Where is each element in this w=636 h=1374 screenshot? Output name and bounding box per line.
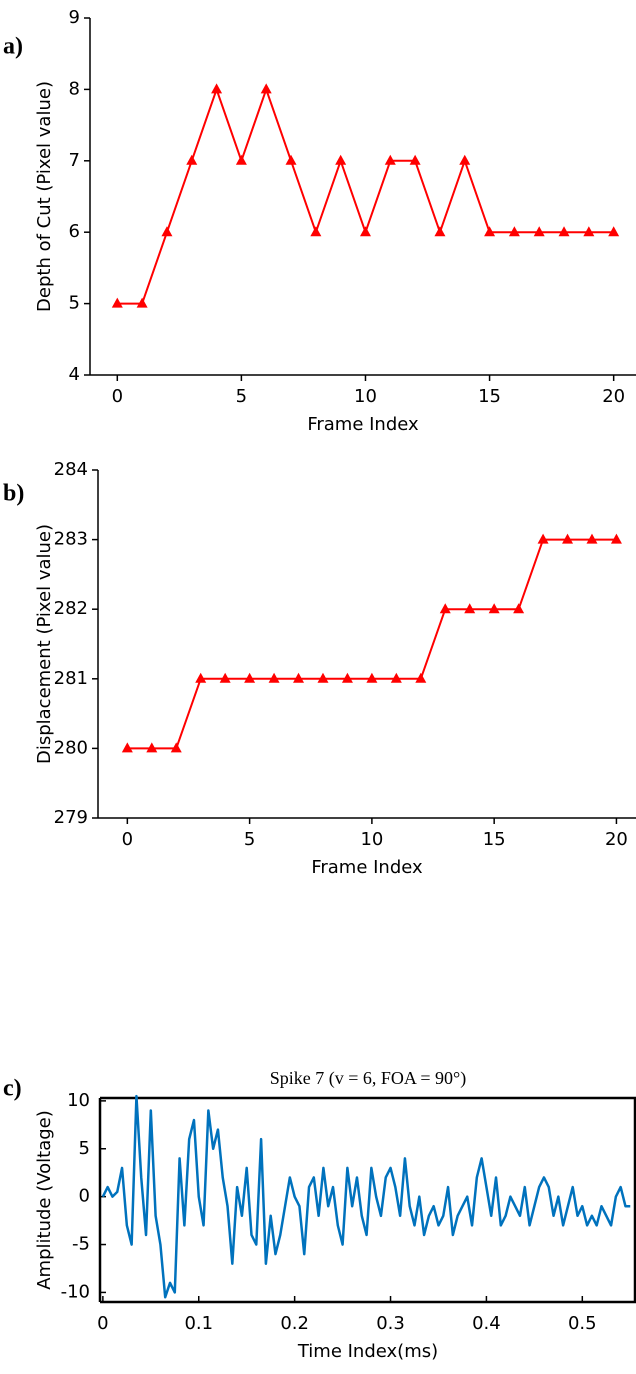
x-tick-label: 0 [97, 1313, 108, 1334]
data-point [459, 154, 471, 165]
data-line [101, 1094, 631, 1299]
y-tick-label: -5 [72, 1234, 90, 1255]
y-tick-label: 0 [79, 1186, 90, 1207]
data-point [434, 226, 446, 237]
y-tick-label: 6 [69, 221, 80, 242]
data-point [533, 226, 545, 237]
data-point [562, 533, 574, 544]
x-axis-label: Time Index(ms) [297, 1341, 438, 1362]
y-tick-label: 5 [69, 293, 80, 314]
data-point [335, 154, 347, 165]
data-line [127, 538, 617, 750]
data-point [513, 603, 525, 614]
data-point [121, 742, 133, 753]
data-point [390, 672, 402, 683]
data-point [136, 297, 148, 308]
y-tick-label: 282 [54, 598, 88, 619]
data-point [195, 672, 207, 683]
y-axis-label: Amplitude (Voltage) [34, 1110, 55, 1290]
x-tick-label: 20 [605, 829, 628, 850]
x-tick-label: 5 [244, 829, 255, 850]
data-point [244, 672, 256, 683]
data-point [310, 226, 322, 237]
y-tick-label: 4 [69, 364, 80, 385]
data-point [260, 83, 272, 94]
y-tick-label: 281 [54, 668, 88, 689]
y-tick-label: 284 [54, 459, 88, 480]
data-point [293, 672, 305, 683]
y-tick-label: 5 [79, 1138, 90, 1159]
chart-title: Spike 7 (v = 6, FOA = 90°) [270, 1068, 467, 1089]
y-tick-label: 8 [69, 78, 80, 99]
data-point [464, 603, 476, 614]
data-point [484, 226, 496, 237]
panel-label: b) [3, 481, 24, 507]
data-point [610, 533, 622, 544]
y-tick-label: 7 [69, 150, 80, 171]
y-tick-label: 279 [54, 807, 88, 828]
x-tick-label: 0 [112, 386, 123, 407]
x-tick-label: 10 [354, 386, 377, 407]
x-tick-label: 5 [236, 386, 247, 407]
data-point [146, 742, 158, 753]
data-point [439, 603, 451, 614]
data-point [537, 533, 549, 544]
data-point [161, 226, 173, 237]
data-point [359, 226, 371, 237]
data-point [285, 154, 297, 165]
x-tick-label: 0.1 [184, 1313, 213, 1334]
panel-label: c) [3, 1076, 22, 1102]
x-tick-label: 15 [483, 829, 506, 850]
y-tick-label: 9 [69, 7, 80, 28]
y-tick-label: -10 [61, 1281, 90, 1302]
data-point [317, 672, 329, 683]
y-tick-label: 280 [54, 737, 88, 758]
data-point [211, 83, 223, 94]
data-point [488, 603, 500, 614]
y-axis-label: Displacement (Pixel value) [34, 524, 55, 764]
panel-label: a) [3, 34, 23, 60]
data-point [384, 154, 396, 165]
data-point [415, 672, 427, 683]
data-point [170, 742, 182, 753]
x-tick-label: 0.3 [376, 1313, 405, 1334]
data-point [268, 672, 280, 683]
data-point [111, 297, 123, 308]
data-point [186, 154, 198, 165]
data-point [583, 226, 595, 237]
y-tick-label: 283 [54, 529, 88, 550]
data-point [235, 154, 247, 165]
data-point [586, 533, 598, 544]
y-tick-label: 10 [67, 1090, 90, 1111]
x-tick-label: 10 [360, 829, 383, 850]
x-tick-label: 15 [478, 386, 501, 407]
data-point [508, 226, 520, 237]
data-point [608, 226, 620, 237]
data-point [409, 154, 421, 165]
data-point [558, 226, 570, 237]
y-axis-label: Depth of Cut (Pixel value) [34, 81, 55, 312]
x-tick-label: 20 [602, 386, 625, 407]
data-point [219, 672, 231, 683]
x-tick-label: 0.4 [472, 1313, 501, 1334]
data-point [341, 672, 353, 683]
x-tick-label: 0 [122, 829, 133, 850]
x-axis-label: Frame Index [311, 857, 423, 878]
data-line [117, 88, 614, 305]
x-axis-label: Frame Index [307, 414, 419, 435]
data-point [366, 672, 378, 683]
x-tick-label: 0.5 [568, 1313, 597, 1334]
x-tick-label: 0.2 [280, 1313, 309, 1334]
